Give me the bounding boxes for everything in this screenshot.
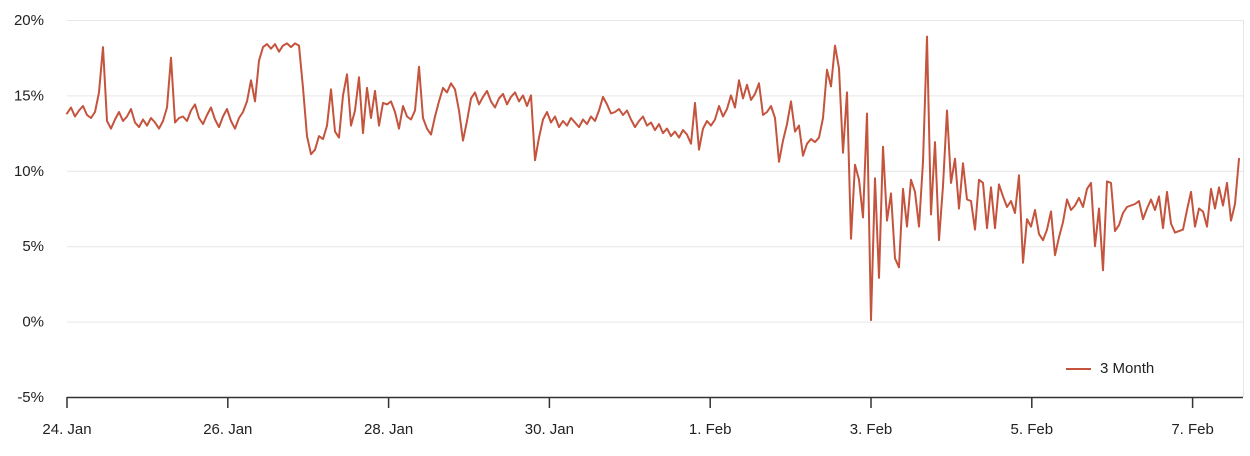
legend-label: 3 Month bbox=[1100, 360, 1155, 377]
gridlines bbox=[67, 20, 1244, 397]
x-axis bbox=[66, 396, 1243, 408]
x-axis-labels: 24. Jan 26. Jan 28. Jan 30. Jan 1. Feb 3. Feb… bbox=[42, 421, 1213, 438]
series-group bbox=[66, 35, 1240, 322]
y-axis-label: -5% bbox=[17, 389, 44, 406]
x-axis-label: 24. Jan bbox=[42, 421, 91, 438]
y-axis-labels: 20% 15% 10% 5% 0% -5% bbox=[14, 12, 44, 406]
y-axis-label: 5% bbox=[22, 238, 44, 255]
legend-line-swatch bbox=[1066, 367, 1091, 370]
legend-item-3-month[interactable]: 3 Month bbox=[1066, 360, 1154, 377]
x-axis-label: 1. Feb bbox=[689, 421, 732, 438]
y-axis-label: 0% bbox=[22, 314, 44, 331]
x-axis-label: 7. Feb bbox=[1171, 421, 1214, 438]
y-axis-label: 10% bbox=[14, 163, 44, 180]
y-axis-label: 15% bbox=[14, 87, 44, 104]
y-axis-label: 20% bbox=[14, 12, 44, 29]
x-axis-label: 30. Jan bbox=[525, 421, 574, 438]
x-axis-label: 26. Jan bbox=[203, 421, 252, 438]
x-axis-label: 5. Feb bbox=[1011, 421, 1054, 438]
x-axis-label: 3. Feb bbox=[850, 421, 893, 438]
series-line-3-month[interactable] bbox=[66, 35, 1240, 322]
x-axis-label: 28. Jan bbox=[364, 421, 413, 438]
